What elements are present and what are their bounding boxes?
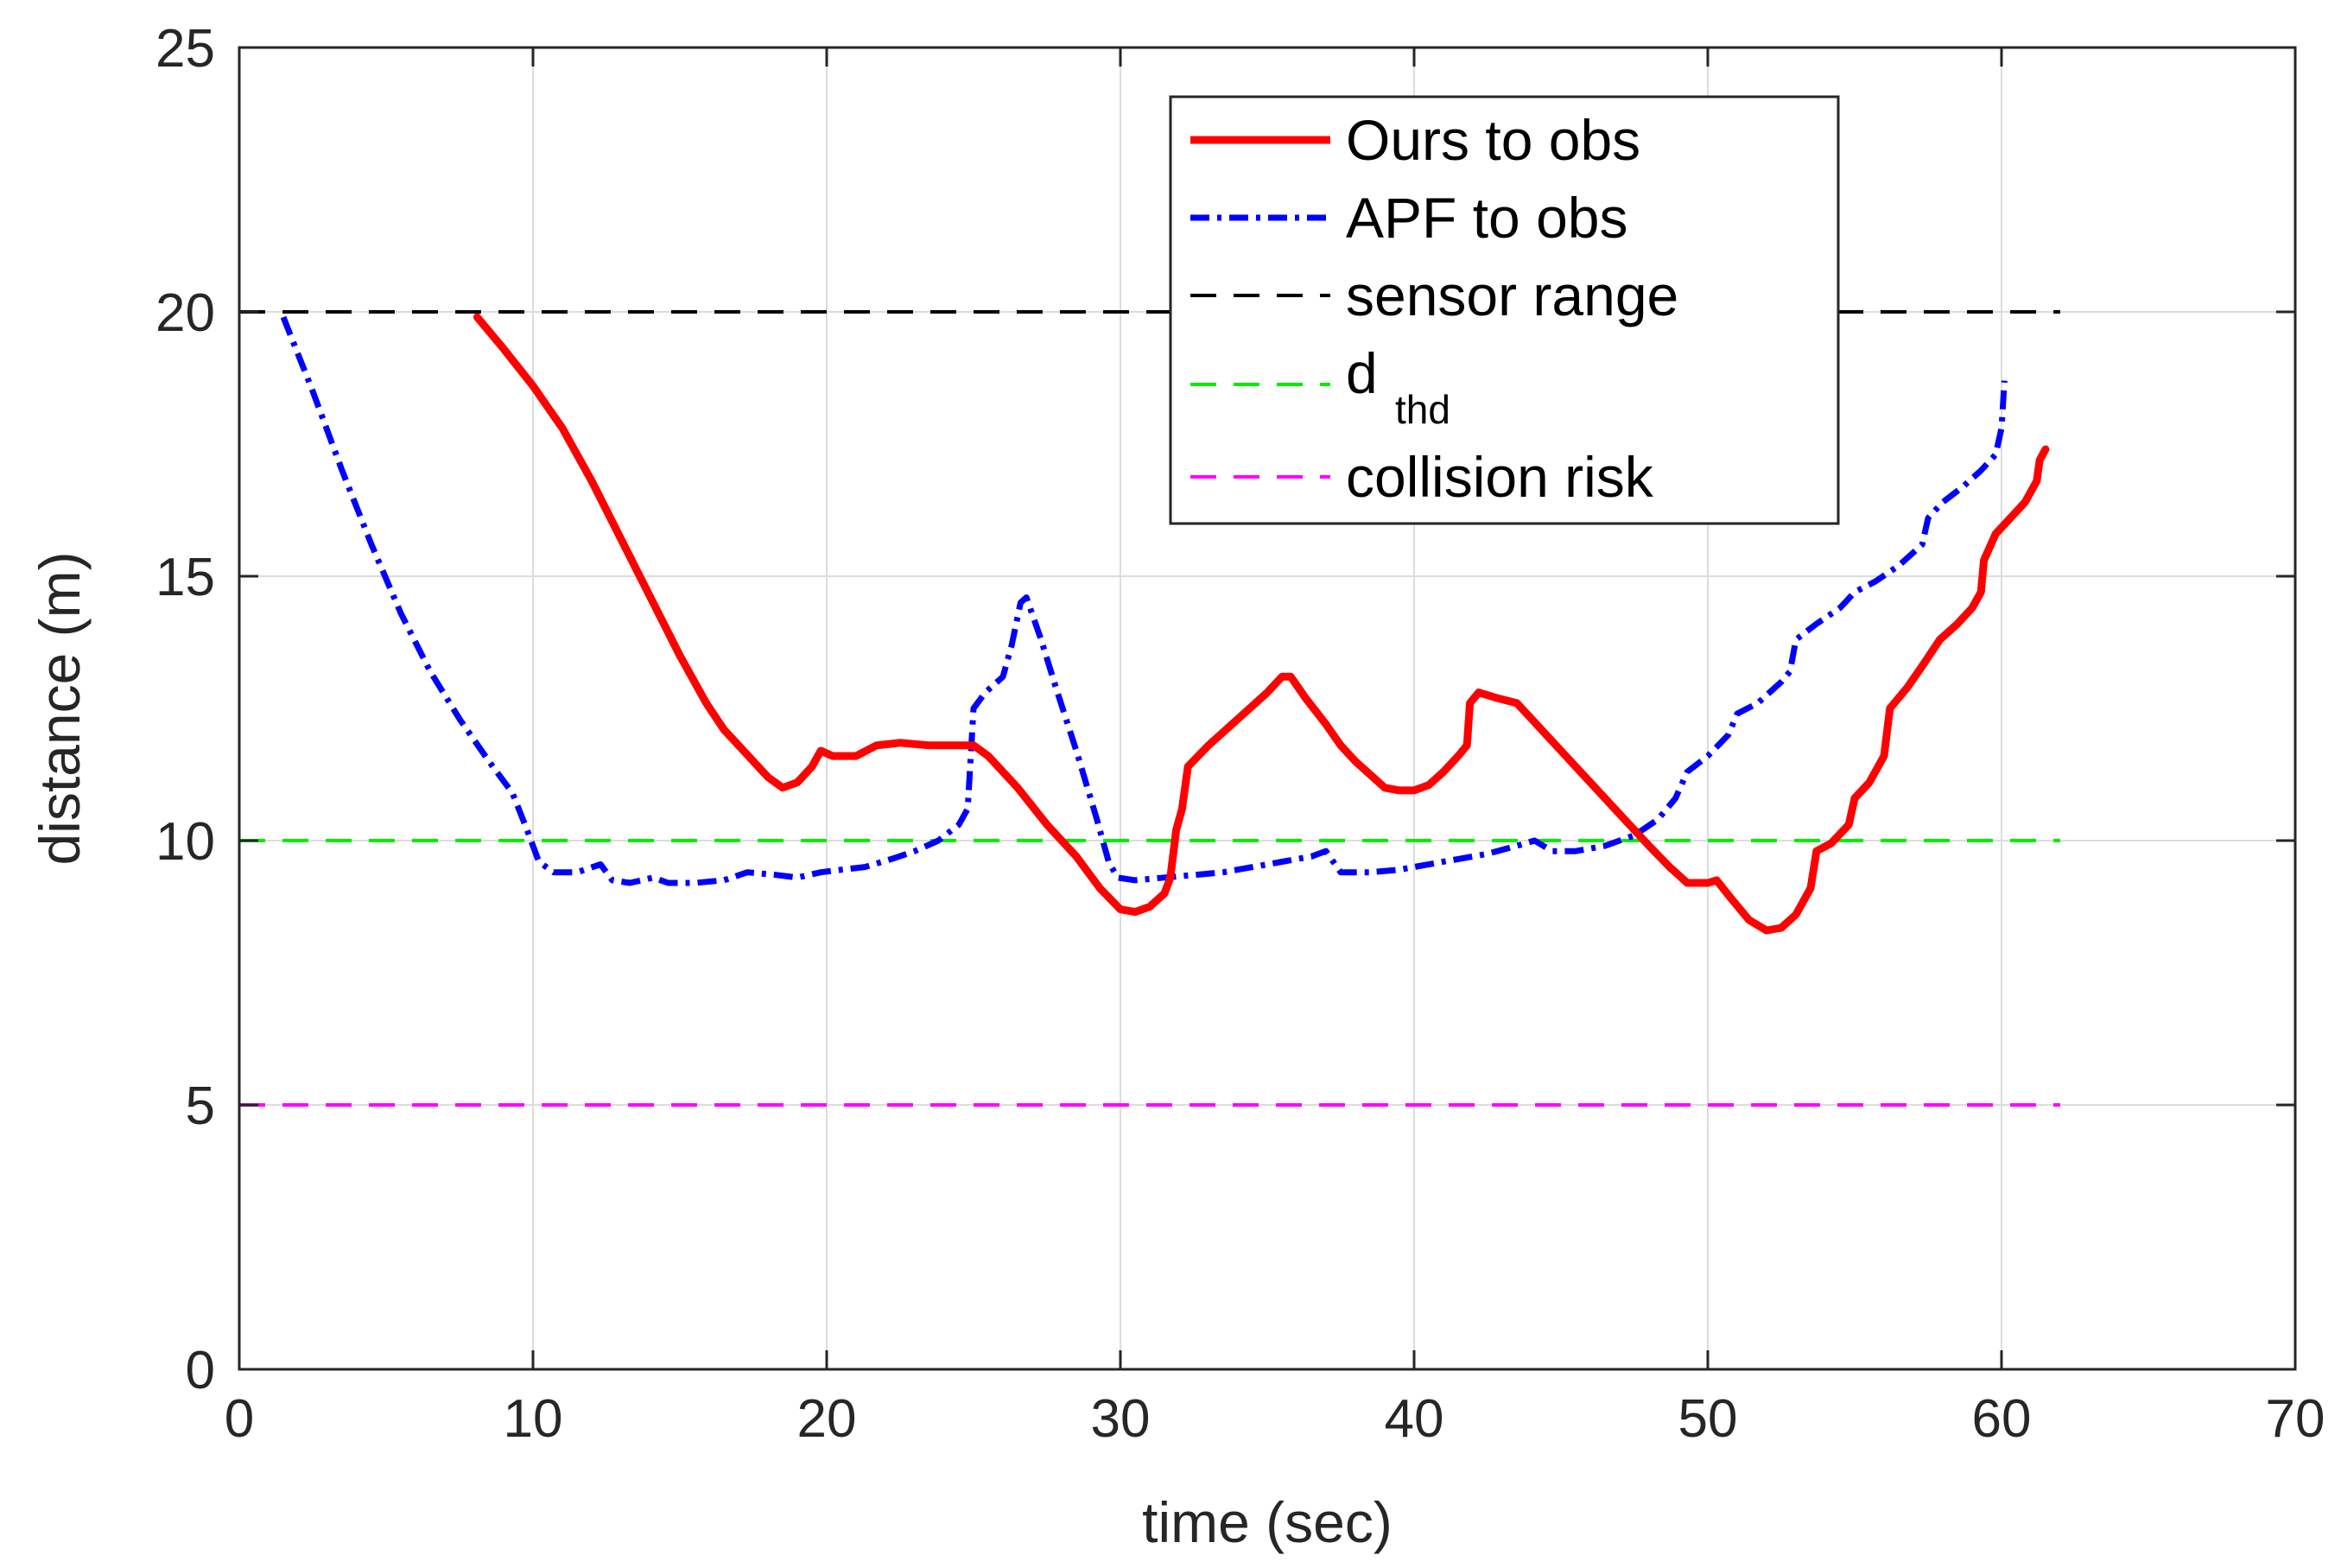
series-line-apf-to-obs	[280, 315, 2008, 886]
x-axis-label: time (sec)	[1142, 1490, 1393, 1554]
x-tick-label-40: 40	[1385, 1389, 1444, 1449]
legend: Ours to obs APF to obs sensor range d th…	[1169, 95, 1840, 525]
x-tick-label-30: 30	[1091, 1389, 1151, 1449]
tick-labels: 0 10 20 30 40 50 60 70 0 5 10 15 20 25	[155, 19, 2325, 1449]
series-line-ours-to-obs	[473, 313, 2050, 935]
x-tick-label-20: 20	[797, 1389, 857, 1449]
legend-box	[1169, 95, 1840, 525]
legend-label-collision-risk: collision risk	[1346, 445, 1654, 509]
legend-label-dthd-subscript: thd	[1395, 387, 1450, 432]
x-tick-label-10: 10	[504, 1389, 563, 1449]
x-tick-label-60: 60	[1972, 1389, 2032, 1449]
x-tick-label-70: 70	[2266, 1389, 2325, 1449]
legend-label-ours: Ours to obs	[1346, 108, 1640, 172]
y-tick-label-20: 20	[155, 283, 215, 343]
axes-box	[238, 46, 2297, 1371]
legend-label-dthd: d	[1346, 341, 1378, 405]
y-tick-label-0: 0	[186, 1341, 215, 1400]
y-tick-label-5: 5	[186, 1076, 215, 1136]
legend-label-sensor-range: sensor range	[1346, 263, 1678, 327]
y-tick-label-15: 15	[155, 548, 215, 607]
y-tick-label-10: 10	[155, 812, 215, 872]
ticks	[238, 46, 2297, 1371]
series-layer	[239, 310, 2060, 1107]
legend-label-apf: APF to obs	[1346, 186, 1628, 250]
y-axis-label: distance (m)	[28, 551, 92, 865]
x-tick-label-50: 50	[1678, 1389, 1738, 1449]
x-tick-label-0: 0	[225, 1389, 254, 1449]
y-tick-label-25: 25	[155, 19, 215, 79]
